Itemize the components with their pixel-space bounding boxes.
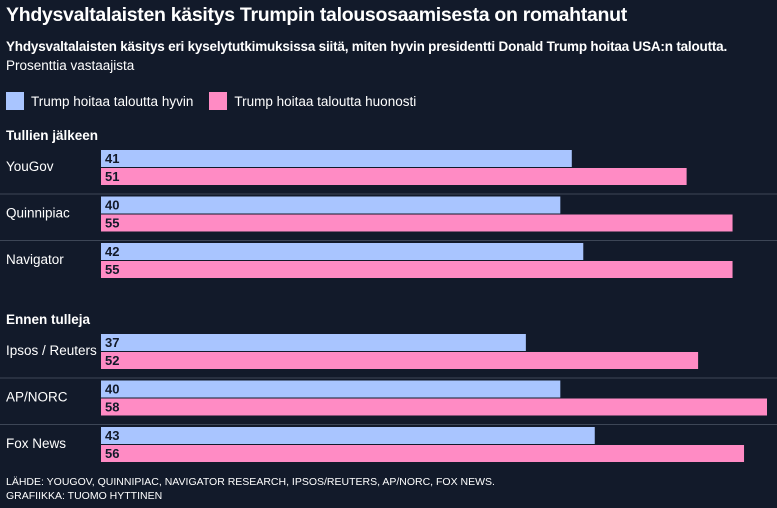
- data-label: 55: [105, 262, 119, 277]
- poll-label: Ipsos / Reuters: [6, 343, 97, 358]
- bar: [101, 168, 687, 185]
- chart-subtitle: Yhdysvaltalaisten käsitys eri kyselytutk…: [6, 39, 728, 54]
- data-label: 52: [105, 353, 119, 368]
- poll-label: Quinnipiac: [6, 206, 70, 221]
- poll-label: Fox News: [6, 436, 66, 451]
- data-label: 58: [105, 400, 119, 415]
- bar: [101, 150, 572, 167]
- bar: [101, 445, 745, 462]
- bar: [101, 380, 561, 398]
- chart-title: Yhdysvaltalaisten käsitys Trumpin talous…: [6, 4, 627, 26]
- bar: [101, 334, 526, 351]
- data-label: 42: [105, 244, 119, 259]
- legend-label-good: Trump hoitaa taloutta hyvin: [31, 93, 194, 109]
- source-note: LÄHDE: YOUGOV, QUINNIPIAC, NAVIGATOR RES…: [6, 476, 495, 488]
- data-label: 56: [105, 446, 119, 461]
- unit-label: Prosenttia vastaajista: [6, 58, 135, 73]
- group-label: Ennen tulleja: [6, 312, 91, 327]
- bar: [101, 196, 561, 214]
- bar: [101, 261, 733, 278]
- footer: LÄHDE: YOUGOV, QUINNIPIAC, NAVIGATOR RES…: [6, 475, 495, 503]
- bar: [101, 352, 699, 369]
- legend-item-bad: Trump hoitaa taloutta huonosti: [209, 92, 416, 110]
- data-label: 51: [105, 169, 119, 184]
- legend-label-bad: Trump hoitaa taloutta huonosti: [234, 93, 417, 109]
- credit-note: GRAFIIKKA: TUOMO HYTTINEN: [6, 490, 163, 502]
- bar: [101, 427, 595, 444]
- poll-label: AP/NORC: [6, 390, 68, 405]
- legend-item-good: Trump hoitaa taloutta hyvin: [6, 92, 193, 110]
- bar: [101, 243, 584, 260]
- data-label: 43: [105, 428, 119, 443]
- legend-swatch-bad: [209, 92, 228, 110]
- poll-label: YouGov: [6, 159, 54, 174]
- data-label: 55: [105, 216, 119, 231]
- legend-swatch-good: [6, 92, 24, 110]
- data-label: 40: [105, 382, 119, 397]
- data-label: 37: [105, 335, 119, 350]
- group-label: Tullien jälkeen: [6, 128, 98, 143]
- bar: [101, 214, 733, 232]
- legend: Trump hoitaa taloutta hyvin Trump hoitaa…: [6, 90, 432, 112]
- data-label: 41: [105, 151, 119, 166]
- poll-label: Navigator: [6, 252, 64, 267]
- bar: [101, 398, 767, 416]
- data-label: 40: [105, 198, 119, 213]
- bar-chart: Tullien jälkeen YouGov 41 51 Quinnipiac 40 55 N…: [0, 128, 777, 462]
